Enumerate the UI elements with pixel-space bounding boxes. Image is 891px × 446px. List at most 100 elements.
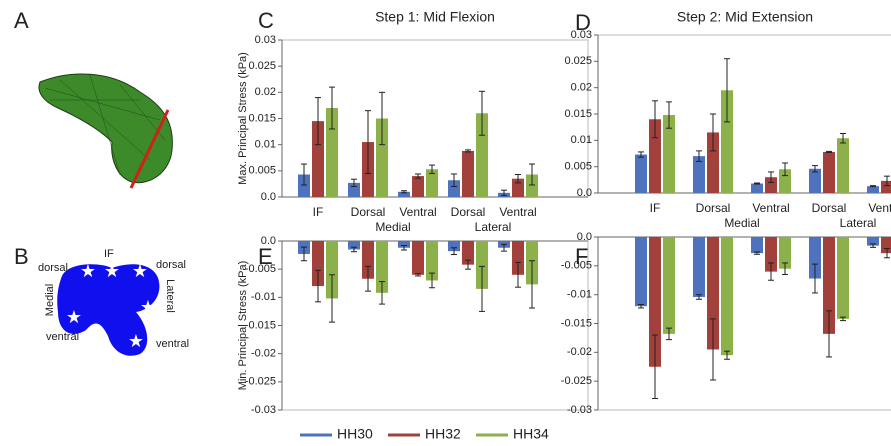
error-bar: [501, 243, 507, 252]
svg-text:★: ★: [80, 261, 96, 281]
bar: [635, 237, 647, 307]
bar: [312, 121, 324, 197]
error-bar: [301, 163, 307, 186]
y-tick-label: 0.005: [564, 161, 592, 173]
error-bar: [812, 263, 818, 294]
error-bar: [870, 243, 876, 248]
bar: [476, 241, 488, 289]
error-bar: [768, 262, 774, 281]
error-bar: [301, 246, 307, 262]
bar: [512, 241, 524, 275]
error-bar: [638, 151, 644, 158]
panel-label: B: [14, 244, 29, 269]
error-bar: [401, 190, 407, 194]
y-tick-label: 0.01: [571, 134, 592, 146]
error-bar: [479, 265, 485, 312]
y-tick-label: -0.01: [567, 289, 592, 301]
bar: [426, 169, 438, 197]
bar: [398, 241, 410, 248]
x-tick-label: Ventral: [752, 201, 789, 215]
error-bar: [666, 101, 672, 129]
chart-title: Step 1: Mid Flexion: [375, 9, 495, 25]
bar: [663, 237, 675, 334]
error-bar: [754, 251, 760, 255]
y-tick-label: 0.03: [255, 34, 276, 46]
error-bar: [826, 310, 832, 358]
error-bar: [870, 185, 876, 188]
bar: [448, 180, 460, 197]
error-bar: [429, 164, 435, 174]
y-tick-label: -0.03: [251, 404, 276, 416]
error-bar: [638, 303, 644, 309]
diagram-label: Lateral: [164, 279, 176, 313]
bar: [881, 180, 891, 193]
error-bar: [351, 178, 357, 188]
x-tick-label: Dorsal: [451, 205, 486, 219]
error-bar: [768, 171, 774, 183]
error-bar: [710, 113, 716, 152]
bar: [837, 138, 849, 193]
legend-label: HH32: [425, 426, 461, 442]
x-tick-label: IF: [313, 205, 324, 219]
error-bar: [415, 273, 421, 277]
error-bar: [884, 248, 890, 259]
bar: [412, 241, 424, 275]
bar: [837, 237, 849, 319]
diagram-label: Medial: [44, 284, 56, 316]
error-bar: [840, 132, 846, 144]
error-bar: [465, 149, 471, 153]
svg-text:★: ★: [128, 331, 144, 351]
bar: [526, 174, 538, 197]
svg-text:★: ★: [66, 307, 82, 327]
bar: [462, 241, 474, 265]
y-tick-label: -0.005: [245, 263, 276, 275]
bar: [881, 237, 891, 254]
error-bar: [329, 86, 335, 130]
y-tick-label: 0.01: [255, 139, 276, 151]
y-tick-label: 0.0: [261, 191, 276, 203]
error-bar: [479, 90, 485, 136]
x-tick-label: IF: [650, 201, 661, 215]
error-bar: [812, 165, 818, 173]
error-bar: [379, 281, 385, 305]
error-bar: [315, 269, 321, 303]
error-bar: [754, 182, 760, 185]
error-bar: [351, 246, 357, 253]
bar: [412, 176, 424, 197]
error-bar: [529, 260, 535, 309]
error-bar: [415, 173, 421, 179]
y-tick-label: 0.025: [564, 55, 592, 67]
error-bar: [652, 100, 658, 139]
bar: [721, 237, 733, 356]
error-bar: [365, 110, 371, 174]
y-tick-label: -0.025: [245, 376, 276, 388]
bar: [707, 132, 719, 193]
error-bar: [782, 162, 788, 177]
svg-text:★: ★: [140, 297, 156, 317]
x-tick-label: Dorsal: [696, 201, 731, 215]
error-bar: [724, 350, 730, 360]
error-bar: [724, 58, 730, 123]
legend-label: HH30: [337, 426, 373, 442]
error-bar: [515, 261, 521, 288]
error-bar: [401, 245, 407, 251]
y-tick-label: -0.01: [251, 291, 276, 303]
bar: [398, 191, 410, 197]
y-tick-label: 0.0: [261, 235, 276, 247]
y-tick-label: -0.02: [251, 348, 276, 360]
chart-title: Step 2: Mid Extension: [677, 9, 813, 25]
error-bar: [840, 316, 846, 322]
error-bar: [782, 262, 788, 275]
diagram-label: ventral: [46, 331, 79, 343]
bar: [649, 237, 661, 367]
legend-label: HH34: [513, 426, 549, 442]
bar: [693, 237, 705, 297]
group-label: Lateral: [840, 216, 877, 230]
panel-label: A: [14, 8, 29, 33]
y-tick-label: 0.0: [577, 187, 592, 199]
bar: [809, 237, 821, 279]
error-bar: [315, 97, 321, 146]
y-tick-label: 0.02: [255, 86, 276, 98]
y-tick-label: 0.015: [564, 108, 592, 120]
